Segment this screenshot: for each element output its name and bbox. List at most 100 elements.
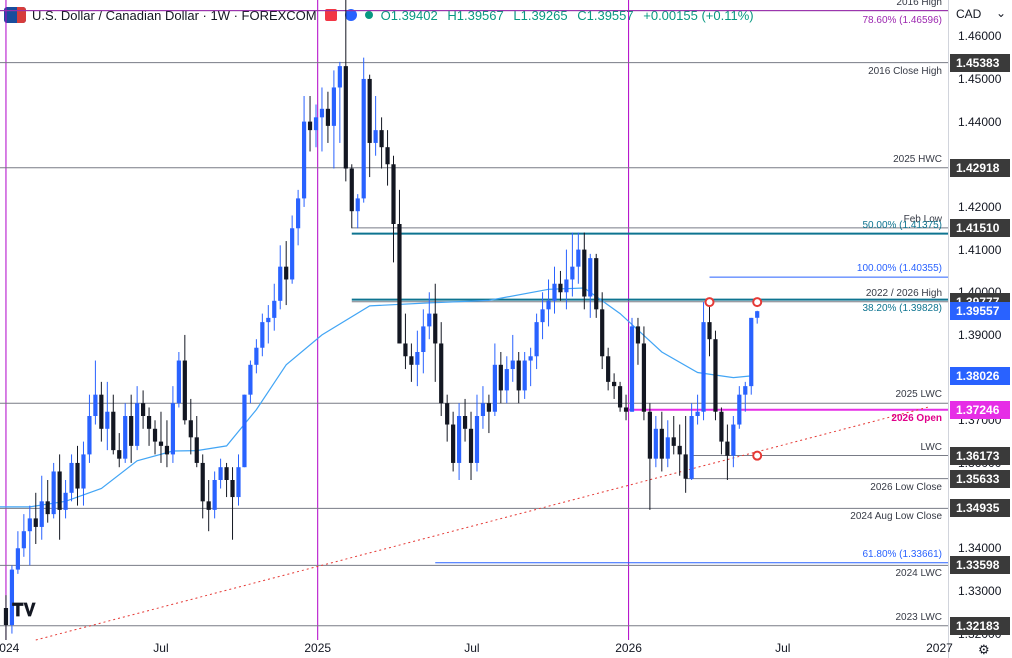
candle-body	[582, 249, 587, 297]
candle-body	[236, 467, 241, 498]
candle-body	[683, 454, 688, 479]
candle-body	[63, 492, 68, 510]
candle-body	[325, 108, 331, 126]
candle-body	[409, 356, 414, 365]
candle-body	[445, 403, 450, 425]
currency-selector[interactable]: CAD	[956, 7, 982, 21]
candle-body	[337, 66, 342, 88]
candle-body	[379, 130, 384, 148]
price-tick-label: 1.34000	[958, 541, 1002, 556]
candle-body	[731, 424, 736, 456]
candle-body	[486, 403, 492, 412]
candle-body	[528, 356, 533, 361]
candle-body	[534, 322, 539, 357]
price-tag: 1.36173	[950, 446, 1010, 465]
candle-body	[606, 356, 611, 382]
candle-body	[200, 462, 205, 502]
candle-body	[224, 467, 229, 480]
candle-body	[522, 360, 527, 391]
candle-body	[164, 445, 170, 455]
candle-body	[719, 411, 724, 442]
candle-body	[194, 437, 199, 463]
candle-body	[158, 441, 164, 446]
candle-body	[397, 224, 402, 344]
candle-body	[170, 403, 176, 455]
level-label-lwc: LWC	[920, 441, 942, 453]
settings-icon[interactable]: ⚙	[978, 642, 990, 657]
candle-body	[749, 317, 754, 387]
candle-body	[570, 266, 575, 280]
candle-body	[331, 87, 336, 126]
price-tag: 1.38026	[950, 367, 1010, 386]
high-value: H1.39567	[447, 7, 504, 23]
candle-body	[284, 266, 289, 280]
candle-body	[81, 454, 86, 489]
candle-body	[427, 313, 432, 327]
candle-body	[635, 326, 641, 344]
price-tick-label: 1.39000	[958, 327, 1002, 342]
candle-body	[701, 322, 706, 412]
level-label-lwc-2023: 2023 LWC	[895, 611, 942, 623]
candle-body	[403, 343, 408, 357]
signal-circle-marker	[704, 297, 715, 308]
candle-body	[504, 369, 509, 391]
candle-body	[439, 343, 444, 404]
price-tick-label: 1.46000	[958, 29, 1002, 44]
price-chart[interactable]	[0, 0, 948, 658]
candle-body	[629, 326, 635, 412]
candle-body	[254, 347, 259, 365]
candle-body	[176, 360, 181, 404]
time-tick-label: 2027	[926, 641, 953, 655]
candle-body	[665, 437, 670, 459]
level-label-feb-low: Feb Low	[903, 213, 942, 225]
candle-body	[647, 411, 652, 459]
symbol-title[interactable]: U.S. Dollar / Canadian Dollar · 1W · FOR…	[32, 7, 317, 23]
candle-body	[296, 198, 301, 229]
candle-body	[594, 258, 599, 310]
candle-body	[653, 428, 658, 459]
level-label-fib-382: 38.20% (1.39828)	[862, 302, 942, 314]
candle-body	[355, 198, 360, 212]
candle-body	[206, 501, 211, 510]
add-compare-icon[interactable]	[344, 9, 357, 21]
flag-icon[interactable]	[324, 9, 337, 21]
level-label-fib-100: 100.00% (1.40355)	[856, 263, 942, 275]
level-label-high-2022-2026: 2022 / 2026 High	[865, 287, 942, 299]
level-label-fib-618: 61.80% (1.33661)	[862, 548, 942, 560]
candle-body	[266, 317, 271, 323]
level-label-aug-low-close-2024: 2024 Aug Low Close	[850, 511, 942, 523]
candle-body	[641, 343, 647, 412]
candle-body	[713, 339, 718, 412]
signal-circle-marker	[752, 297, 763, 308]
candle-body	[421, 326, 426, 352]
candle-body	[307, 121, 313, 131]
candle-body	[135, 403, 140, 446]
candle-body	[433, 313, 438, 344]
candle-body	[319, 108, 325, 118]
candle-body	[45, 501, 50, 515]
tradingview-logo-icon[interactable]: 𝐓𝐕	[12, 600, 36, 620]
chevron-down-icon[interactable]: ⌄	[996, 6, 1007, 20]
candle-body	[290, 228, 295, 280]
candle-body	[146, 416, 152, 429]
candle-body	[117, 450, 122, 459]
candle-body	[75, 462, 80, 489]
candle-body	[313, 117, 319, 131]
candle-body	[27, 518, 32, 532]
candle-body	[451, 424, 456, 463]
price-tag: 1.34935	[950, 499, 1010, 518]
price-tick-label: 1.45000	[958, 71, 1002, 86]
candle-body	[385, 147, 390, 165]
candle-body	[576, 249, 581, 267]
price-tick-label: 1.42000	[958, 199, 1002, 214]
candle-body	[188, 420, 193, 438]
candle-body	[218, 467, 223, 480]
price-axis[interactable]	[948, 0, 1012, 658]
candle-body	[564, 279, 569, 293]
candle-body	[755, 311, 760, 318]
candle-body	[367, 78, 372, 143]
candle-body	[140, 403, 146, 416]
close-value: C1.39557	[577, 7, 634, 23]
price-tick-label: 1.33000	[958, 583, 1002, 598]
candle-body	[623, 407, 629, 412]
